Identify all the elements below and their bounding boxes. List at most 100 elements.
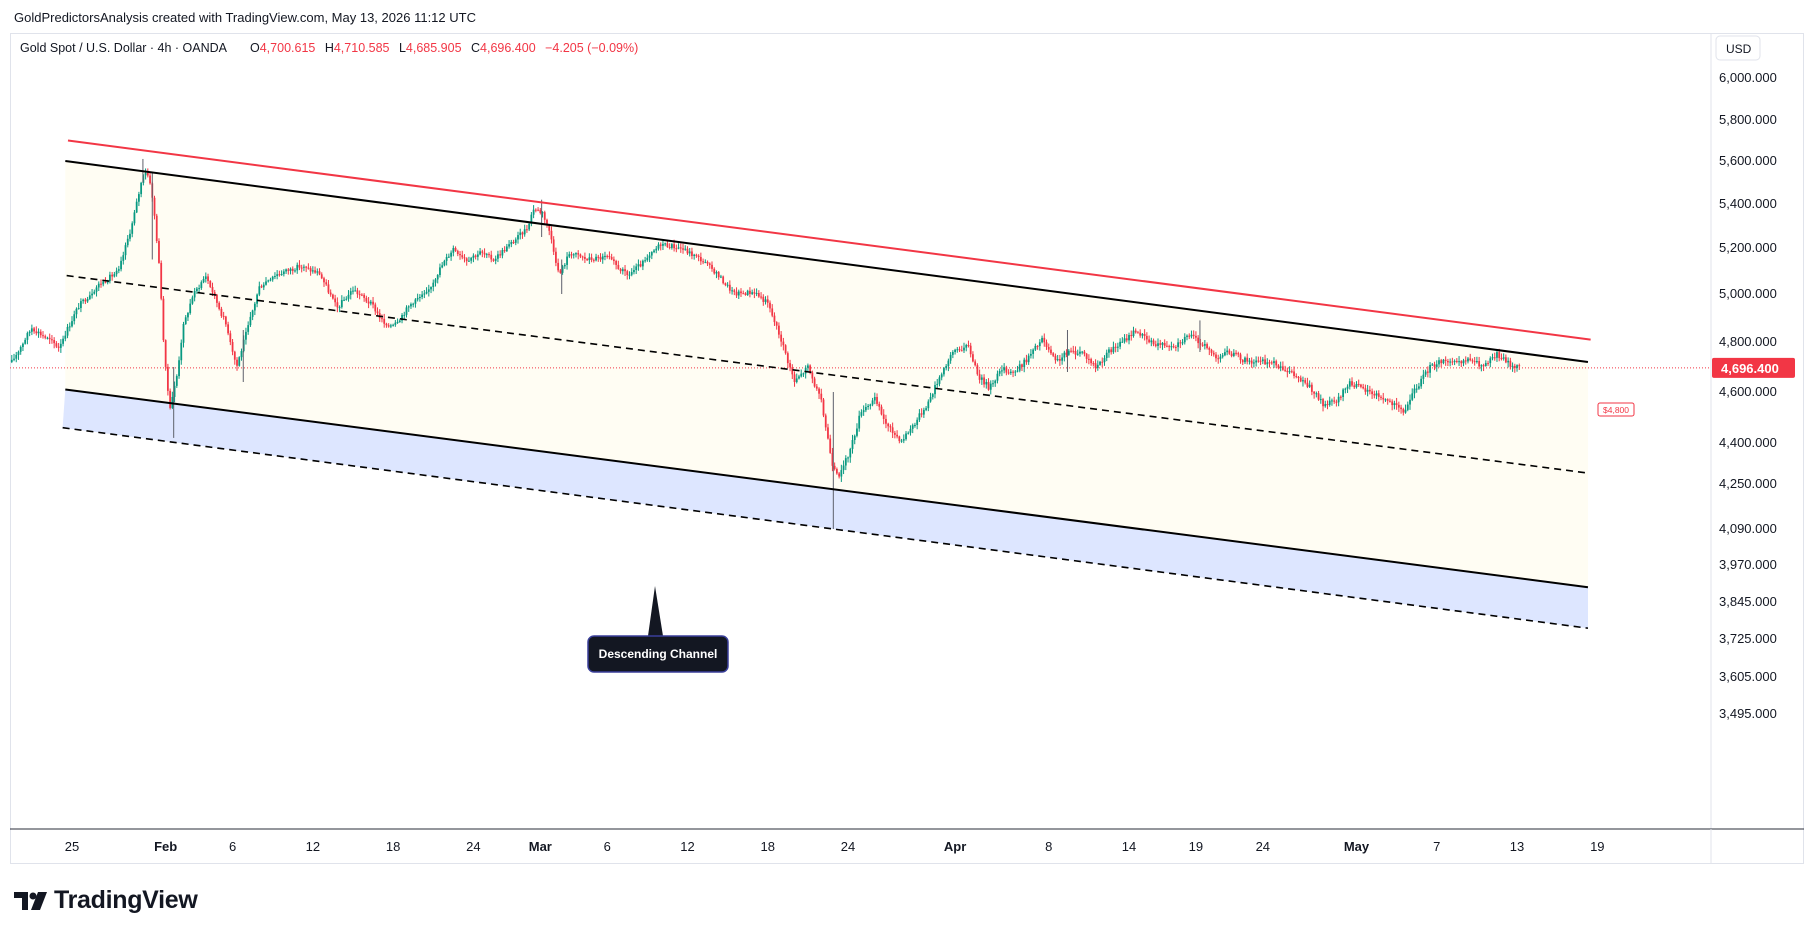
candle: [969, 342, 972, 358]
candle: [35, 326, 38, 336]
candle: [626, 269, 629, 280]
candle: [974, 359, 977, 367]
candle: [441, 262, 444, 269]
level-tag[interactable]: $4,800: [1597, 402, 1635, 417]
candle: [960, 345, 963, 352]
candle: [443, 259, 446, 267]
candle: [668, 243, 671, 250]
candle: [563, 263, 566, 269]
candle: [931, 393, 934, 400]
candle: [753, 288, 756, 299]
candle: [327, 279, 330, 295]
candle: [1308, 380, 1311, 388]
channel-top-line[interactable]: [65, 160, 1589, 363]
candle: [601, 253, 604, 264]
lower-band-line[interactable]: [62, 426, 1589, 630]
candle: [543, 210, 546, 225]
candle: [1449, 358, 1452, 367]
candle: [517, 231, 519, 244]
candle: [789, 359, 791, 372]
candle: [1123, 334, 1126, 344]
candle: [1333, 396, 1336, 404]
candle: [86, 296, 89, 303]
candle: [1277, 364, 1280, 370]
candle: [376, 307, 379, 317]
price-tick-label: 5,000.000: [1719, 286, 1777, 301]
candle: [802, 372, 805, 377]
candle: [305, 265, 308, 273]
candle: [320, 272, 323, 280]
candle: [798, 374, 800, 380]
channel-bottom-line[interactable]: [65, 388, 1589, 589]
candle: [1268, 359, 1271, 368]
candle: [630, 268, 633, 277]
ohlc-values: O4,700.615 H4,710.585 L4,685.905 C4,696.…: [250, 41, 638, 55]
time-axis[interactable]: 25 Feb 6 12 18 24 Mar 6 12 18 24 Apr 8 14 19 24 May 7 13 19: [65, 839, 1605, 854]
candle: [1337, 392, 1340, 407]
upper-resistance-line[interactable]: [67, 139, 1591, 341]
candle: [717, 270, 720, 280]
candle: [686, 246, 689, 255]
candle: [1210, 348, 1213, 357]
candle: [871, 397, 874, 407]
candle: [1487, 360, 1489, 366]
descending-channel-callout[interactable]: Descending Channel: [587, 586, 729, 673]
candle: [575, 252, 577, 258]
candle: [581, 255, 584, 261]
price-axis[interactable]: 6,000.000 5,800.000 5,600.000 5,400.000 5,20…: [1712, 70, 1795, 721]
channel-layer: [10, 161, 1711, 629]
candle: [124, 242, 127, 260]
price-tick-label: 4,090.000: [1719, 521, 1777, 536]
candle: [1070, 347, 1072, 353]
candle: [1433, 361, 1436, 371]
candle: [1034, 343, 1037, 352]
candle: [1397, 401, 1400, 412]
candle: [262, 282, 265, 291]
candle: [1279, 361, 1282, 372]
last-price-badge-text: 4,696.400: [1721, 361, 1779, 376]
candle: [1114, 343, 1117, 353]
candle: [392, 323, 395, 327]
high-label: H: [325, 41, 334, 55]
candle: [166, 363, 169, 396]
candle: [595, 253, 597, 262]
candle: [900, 438, 903, 443]
currency-selector[interactable]: [1715, 35, 1761, 61]
candle: [916, 417, 919, 430]
candle: [940, 372, 943, 381]
candle: [204, 272, 207, 283]
candle: [1496, 349, 1498, 362]
candle: [287, 267, 290, 275]
candle: [637, 259, 640, 271]
channel-middle-line[interactable]: [66, 274, 1589, 474]
price-tick-label: 4,400.000: [1719, 435, 1777, 450]
last-price-badge: [1712, 357, 1795, 378]
close-label: C: [471, 41, 480, 55]
candle: [666, 240, 669, 248]
candle: [1030, 349, 1032, 359]
candle: [882, 409, 885, 425]
price-tick-label: 4,250.000: [1719, 476, 1777, 491]
candle: [184, 315, 187, 325]
candle: [831, 447, 834, 472]
candle: [740, 288, 742, 297]
candle: [775, 321, 778, 330]
candle: [494, 255, 497, 265]
candle: [356, 287, 359, 298]
candle: [298, 260, 301, 271]
candle: [606, 254, 609, 259]
candle: [1130, 330, 1133, 341]
candle: [485, 252, 488, 259]
candle: [762, 294, 765, 306]
tradingview-logo[interactable]: TradingView: [14, 886, 198, 915]
candle: [552, 236, 555, 255]
trend-lines-layer[interactable]: [62, 139, 1591, 630]
candle: [1319, 394, 1322, 404]
candle: [439, 263, 441, 278]
candle: [367, 297, 370, 309]
candle: [1366, 384, 1369, 397]
candle: [1072, 345, 1075, 354]
candle: [786, 351, 789, 369]
candle: [1221, 352, 1224, 359]
